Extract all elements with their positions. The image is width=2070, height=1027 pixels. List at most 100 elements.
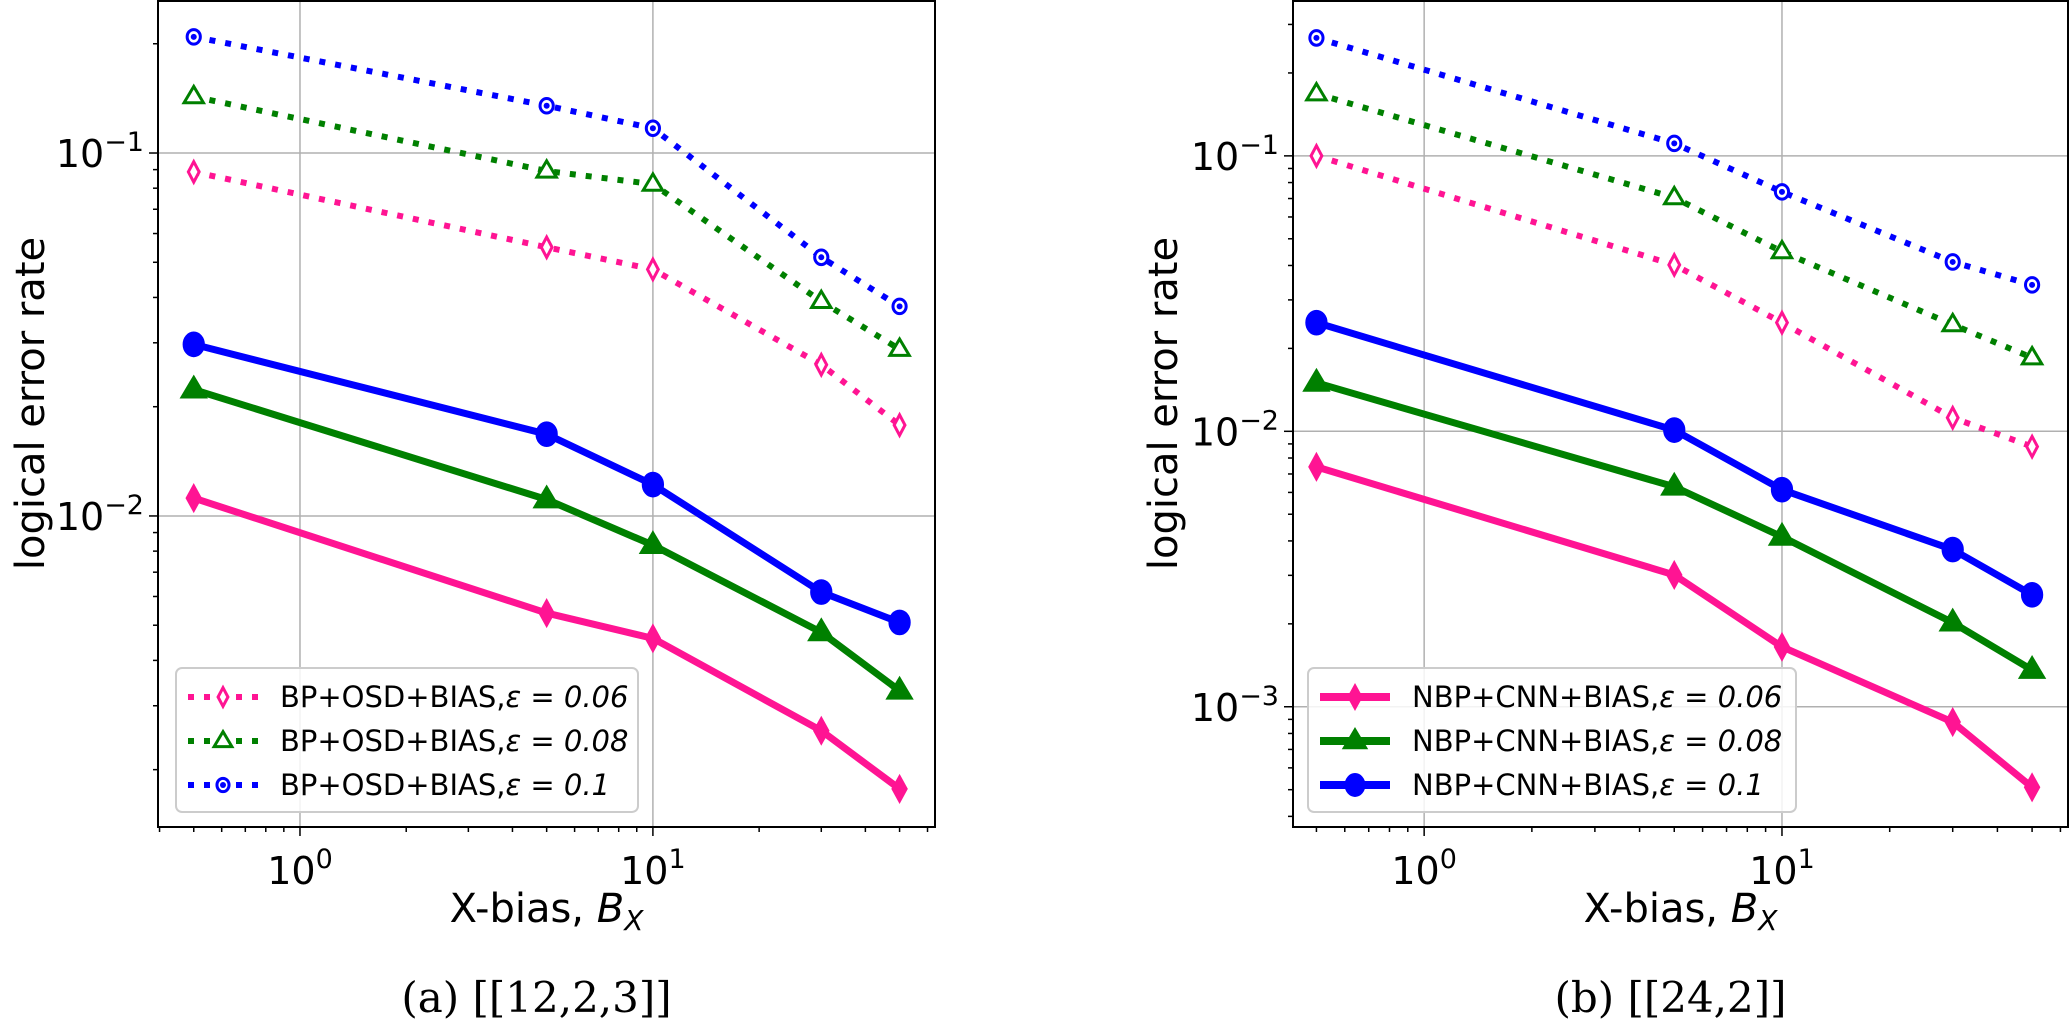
series-circle-solid <box>182 331 911 636</box>
legend-marker-icon <box>1344 773 1366 797</box>
legend-label: NBP+CNN+BIAS,ε = 0.1 <box>1412 768 1764 802</box>
y-tick-label: 10−1 <box>56 127 144 176</box>
legend-label-eps: ε = 0.06 <box>505 680 628 714</box>
legend-label: BP+OSD+BIAS,ε = 0.08 <box>280 724 628 758</box>
series-diamond-open-dotted <box>1309 142 2040 461</box>
data-point-marker <box>535 421 558 448</box>
legend-label-name: BP+OSD+BIAS, <box>280 724 505 758</box>
data-point-marker-dot <box>896 303 903 310</box>
data-point-marker <box>1304 80 1329 102</box>
legend-label: NBP+CNN+BIAS,ε = 0.08 <box>1412 724 1782 758</box>
y-tick-exp: −2 <box>1239 405 1279 436</box>
data-point-marker-dot <box>1671 140 1678 147</box>
y-tick-exp: −2 <box>104 490 144 521</box>
legend-box <box>175 667 639 813</box>
x-tick-exp: 0 <box>1440 844 1457 875</box>
data-point-marker <box>887 336 912 357</box>
data-point-marker <box>1308 451 1325 482</box>
data-point-marker <box>1774 309 1790 337</box>
data-point-marker <box>186 158 201 186</box>
series-diamond-solid <box>185 483 908 804</box>
y-tick-label: 10−1 <box>1191 130 1279 179</box>
x-tick-exp: 1 <box>668 844 685 875</box>
data-point-marker <box>179 374 208 399</box>
data-point-marker <box>1305 309 1328 336</box>
data-point-marker <box>1769 238 1795 260</box>
series-diamond-open-dotted <box>186 158 907 439</box>
axes-frame <box>157 0 936 828</box>
data-point-marker <box>185 483 203 514</box>
legend-marker-icon <box>211 728 235 749</box>
legend-label-eps: ε = 0.1 <box>1659 768 1764 802</box>
data-point-marker <box>2019 344 2045 366</box>
subfigure-caption: (a) [[12,2,3]] <box>401 973 671 1022</box>
data-point-marker <box>888 609 911 636</box>
x-tick-base: 10 <box>267 849 315 893</box>
x-axis-label: X-bias, BX <box>450 886 645 937</box>
data-point-marker <box>1945 404 1960 432</box>
legend-label-eps: ε = 0.1 <box>505 768 610 802</box>
data-point-marker-dot <box>818 254 825 261</box>
legend-label-name: NBP+CNN+BIAS, <box>1412 680 1659 714</box>
data-point-marker <box>808 288 834 310</box>
data-point-marker <box>814 351 829 379</box>
data-point-marker-dot <box>649 125 656 132</box>
legend-box <box>1307 667 1797 813</box>
data-point-marker <box>891 773 908 804</box>
data-point-marker <box>1309 142 1324 170</box>
legend-item: NBP+CNN+BIAS,ε = 0.06 <box>1320 680 1782 714</box>
legend-item: BP+OSD+BIAS,ε = 0.1 <box>188 768 610 802</box>
subfigure-caption: (b) [[24,2]] <box>1554 973 1786 1022</box>
data-point-marker <box>641 471 665 498</box>
y-tick-label: 10−2 <box>56 490 144 539</box>
data-point-marker-dot <box>1949 258 1956 265</box>
x-axis-label-text: X-bias, <box>1584 886 1731 932</box>
data-point-marker <box>1941 536 1964 563</box>
legend-label: NBP+CNN+BIAS,ε = 0.06 <box>1412 680 1782 714</box>
data-point-marker <box>640 170 666 192</box>
legend-label-eps: ε = 0.08 <box>505 724 628 758</box>
y-axis-label: logical error rate <box>8 237 54 570</box>
legend-marker-icon <box>1347 682 1363 712</box>
x-tick-exp: 0 <box>316 844 333 875</box>
x-axis-label: X-bias, BX <box>1584 886 1779 937</box>
y-tick-exp: −1 <box>1239 130 1279 161</box>
data-point-marker <box>2024 433 2040 461</box>
data-point-marker <box>1773 631 1791 662</box>
data-point-marker <box>638 530 668 555</box>
legend-item: BP+OSD+BIAS,ε = 0.08 <box>188 724 628 758</box>
legend-label-eps: ε = 0.06 <box>1659 680 1782 714</box>
legend-label: BP+OSD+BIAS,ε = 0.06 <box>280 680 628 714</box>
legend-marker-icon <box>1341 727 1369 750</box>
x-tick-base: 10 <box>1391 849 1439 893</box>
x-tick-label: 101 <box>1749 844 1815 893</box>
x-axis-label-var: B <box>597 886 624 932</box>
data-point-marker <box>1302 367 1331 392</box>
series-triangle-open-dotted <box>1304 80 2045 366</box>
data-point-marker <box>1767 521 1797 546</box>
series-circle-open-dotted <box>1308 29 2041 294</box>
data-point-marker <box>1770 476 1794 503</box>
legend-marker-icon <box>216 684 230 710</box>
data-point-marker-dot <box>190 33 197 40</box>
y-tick-exp: −3 <box>1239 681 1279 712</box>
legend-label: BP+OSD+BIAS,ε = 0.1 <box>280 768 610 802</box>
y-tick-base: 10 <box>1191 135 1239 179</box>
series-triangle-open-dotted <box>181 83 912 357</box>
data-point-marker <box>532 484 561 509</box>
data-point-marker <box>182 331 205 358</box>
x-tick-base: 10 <box>1749 849 1797 893</box>
data-point-marker-dot <box>2029 281 2036 288</box>
data-point-marker <box>1665 559 1683 590</box>
legend-label-name: BP+OSD+BIAS, <box>280 768 505 802</box>
x-tick-exp: 1 <box>1798 844 1815 875</box>
series-diamond-solid <box>1308 451 2041 803</box>
data-point-marker <box>181 83 207 105</box>
data-point-marker <box>885 675 914 700</box>
x-axis-label-var: B <box>1731 886 1758 932</box>
